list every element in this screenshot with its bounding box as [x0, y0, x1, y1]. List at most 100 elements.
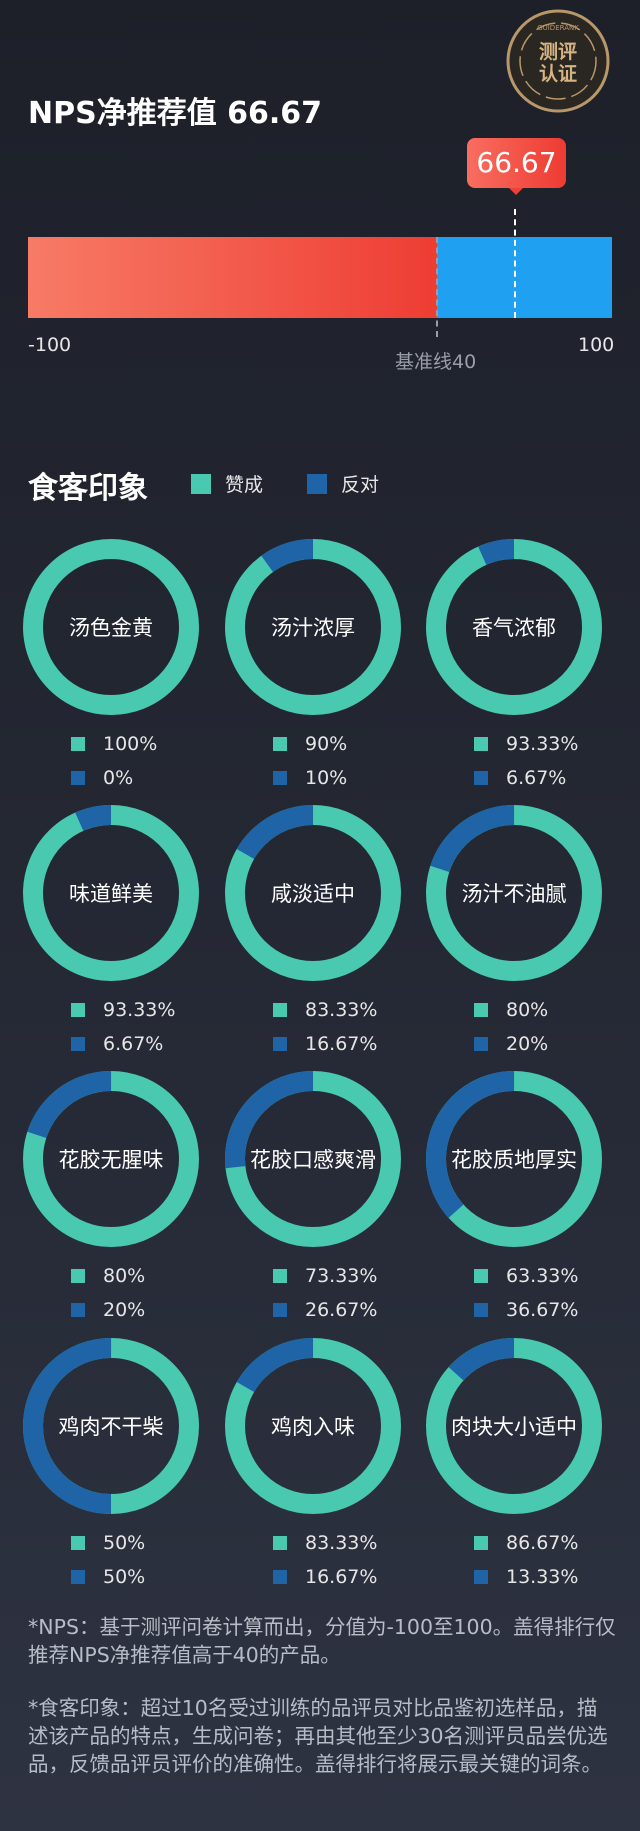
donut-chart: 汤汁不油腻 [424, 803, 604, 983]
legend-oppose: 反对 [307, 470, 379, 497]
agree-row: 86.67% [474, 1526, 578, 1560]
donut-legend: 83.33% 16.67% [273, 1526, 377, 1594]
donut-label: 汤色金黄 [69, 616, 153, 640]
donut-label: 肉块大小适中 [451, 1415, 577, 1439]
agree-value: 83.33% [305, 999, 378, 1021]
oppose-swatch [71, 1570, 85, 1584]
agree-swatch [71, 737, 85, 751]
oppose-swatch [474, 1303, 488, 1317]
oppose-swatch [71, 1037, 85, 1051]
oppose-value: 20% [103, 1299, 146, 1321]
oppose-value: 50% [103, 1566, 146, 1588]
certification-seal-logo: 测评 认证 GUIDERANK [506, 9, 610, 113]
oppose-value: 36.67% [506, 1299, 579, 1321]
donut-label: 香气浓郁 [472, 616, 556, 640]
agree-row: 80% [71, 1259, 145, 1293]
agree-row: 73.33% [273, 1259, 377, 1293]
oppose-row: 20% [474, 1027, 548, 1061]
nps-value-marker [514, 209, 516, 318]
agree-row: 100% [71, 727, 157, 761]
oppose-value: 6.67% [103, 1033, 164, 1055]
agree-swatch [474, 737, 488, 751]
agree-swatch [71, 1003, 85, 1017]
oppose-swatch [273, 1037, 287, 1051]
impression-note: *食客印象：超过10名受过训练的品评员对比品鉴初选样品，描述该产品的特点，生成问… [28, 1696, 608, 1776]
donut-chart: 花胶口感爽滑 [223, 1069, 403, 1249]
agree-value: 63.33% [506, 1265, 579, 1287]
oppose-swatch [71, 1303, 85, 1317]
oppose-swatch [307, 473, 327, 494]
donut-chart: 花胶无腥味 [21, 1069, 201, 1249]
oppose-value: 0% [103, 767, 134, 789]
agree-swatch [273, 737, 287, 751]
agree-value: 80% [103, 1265, 146, 1287]
oppose-arc [23, 1338, 199, 1514]
agree-value: 86.67% [506, 1532, 579, 1554]
oppose-value: 20% [506, 1033, 549, 1055]
donut-legend: 83.33% 16.67% [273, 993, 377, 1061]
baseline-label: 基准线40 [395, 351, 477, 373]
donut-legend: 90% 10% [273, 727, 347, 795]
oppose-value: 26.67% [305, 1299, 378, 1321]
oppose-row: 16.67% [273, 1027, 377, 1061]
agree-row: 80% [474, 993, 548, 1027]
svg-text:认证: 认证 [539, 62, 577, 85]
oppose-row: 13.33% [474, 1560, 578, 1594]
agree-row: 50% [71, 1526, 145, 1560]
agree-value: 93.33% [506, 733, 579, 755]
agree-value: 83.33% [305, 1532, 378, 1554]
donut-legend: 50% 50% [71, 1526, 145, 1594]
donut-label: 花胶口感爽滑 [250, 1148, 376, 1172]
oppose-row: 20% [71, 1293, 145, 1327]
oppose-row: 6.67% [71, 1027, 175, 1061]
nps-note: *NPS：基于测评问卷计算而出，分值为-100至100。盖得排行仅推荐NPS净推… [28, 1615, 616, 1667]
donut-legend: 63.33% 36.67% [474, 1259, 578, 1327]
donut-legend: 100% 0% [71, 727, 157, 795]
min-label: -100 [28, 334, 72, 356]
oppose-value: 16.67% [305, 1566, 378, 1588]
agree-swatch [71, 1536, 85, 1550]
oppose-row: 16.67% [273, 1560, 377, 1594]
agree-swatch [474, 1269, 488, 1283]
donut-legend: 73.33% 26.67% [273, 1259, 377, 1327]
donut-chart: 味道鲜美 [21, 803, 201, 983]
agree-row: 63.33% [474, 1259, 578, 1293]
donut-label: 汤汁浓厚 [271, 616, 355, 640]
svg-text:GUIDERANK: GUIDERANK [537, 24, 579, 32]
agree-value: 80% [506, 999, 549, 1021]
donut-legend: 93.33% 6.67% [71, 993, 175, 1061]
nps-value-tooltip: 66.67 [467, 138, 566, 195]
agree-value: 100% [103, 733, 158, 755]
agree-value: 73.33% [305, 1265, 378, 1287]
donut-label: 鸡肉不干柴 [58, 1415, 164, 1439]
oppose-swatch [273, 771, 287, 785]
oppose-row: 26.67% [273, 1293, 377, 1327]
donut-label: 鸡肉入味 [271, 1415, 355, 1439]
agree-row: 93.33% [71, 993, 175, 1027]
donut-chart: 香气浓郁 [424, 537, 604, 717]
legend-label: 反对 [341, 474, 380, 496]
oppose-swatch [273, 1570, 287, 1584]
donut-chart: 鸡肉不干柴 [21, 1336, 201, 1516]
oppose-arc [426, 805, 602, 981]
donut-chart: 咸淡适中 [223, 803, 403, 983]
donut-chart: 肉块大小适中 [424, 1336, 604, 1516]
oppose-value: 10% [305, 767, 348, 789]
donut-label: 汤汁不油腻 [461, 882, 567, 906]
donut-label: 味道鲜美 [69, 882, 153, 906]
nps-bar [28, 209, 612, 337]
nps-title: NPS净推荐值 66.67 [28, 96, 323, 131]
agree-arc [23, 539, 199, 715]
oppose-swatch [474, 771, 488, 785]
donut-legend: 93.33% 6.67% [474, 727, 578, 795]
oppose-row: 36.67% [474, 1293, 578, 1327]
agree-swatch [273, 1536, 287, 1550]
oppose-swatch [474, 1570, 488, 1584]
agree-row: 83.33% [273, 1526, 377, 1560]
agree-value: 90% [305, 733, 348, 755]
donut-label: 咸淡适中 [271, 882, 355, 906]
donut-legend: 80% 20% [71, 1259, 145, 1327]
agree-swatch [273, 1003, 287, 1017]
oppose-row: 50% [71, 1560, 145, 1594]
donut-chart: 汤汁浓厚 [223, 537, 403, 717]
